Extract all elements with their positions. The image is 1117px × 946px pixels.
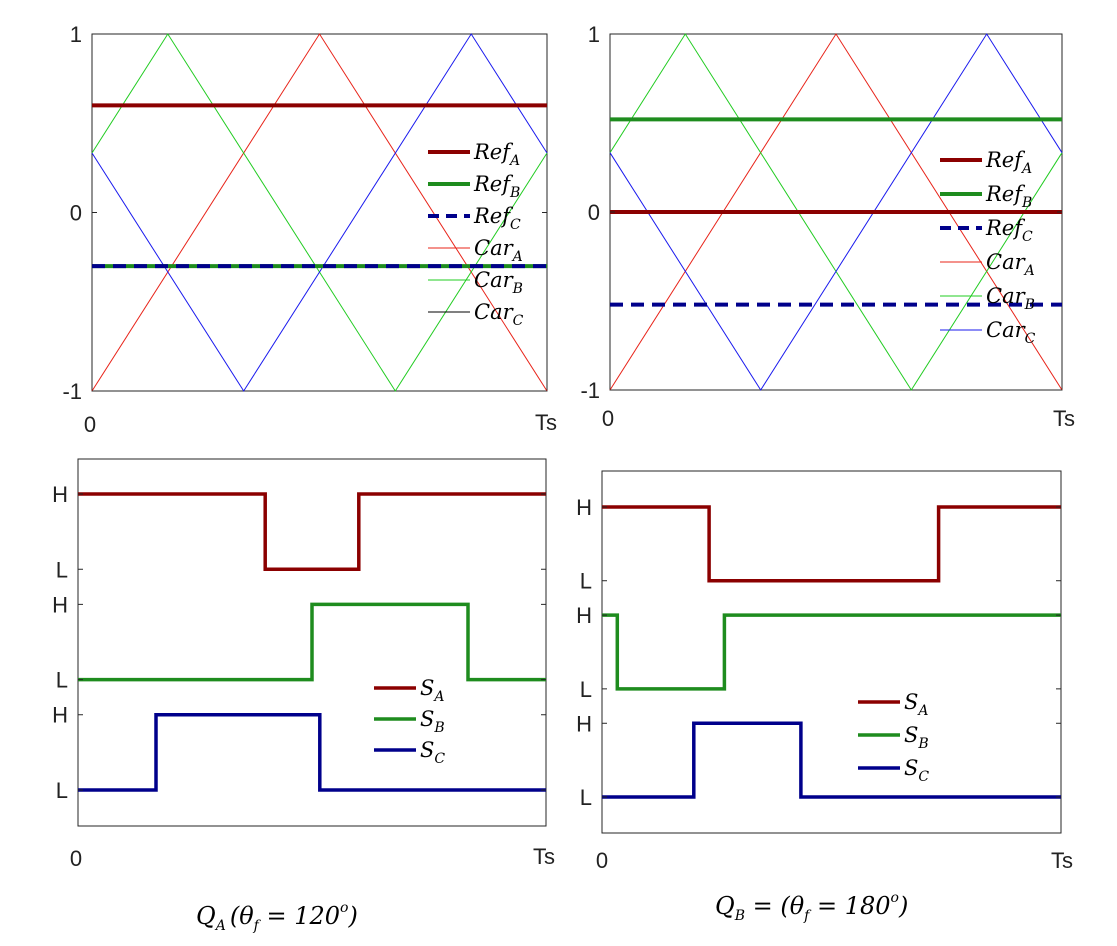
legend-entry: RefB bbox=[473, 172, 520, 201]
series-line-s-c bbox=[78, 712, 546, 792]
series-line-s-b bbox=[602, 613, 1061, 691]
plot-marks bbox=[78, 492, 546, 792]
series-line-s-a bbox=[602, 505, 1061, 583]
y-tick-label: H bbox=[52, 703, 68, 728]
plot-marks bbox=[91, 33, 548, 392]
legend-entry: CarC bbox=[986, 318, 1036, 347]
legend: RefA RefB RefC CarA CarB CarC bbox=[940, 148, 1036, 347]
y-tick-label: L bbox=[56, 668, 68, 693]
legend-entry: SB bbox=[904, 723, 929, 752]
y-tick-label: H bbox=[576, 711, 592, 736]
legend-entry: RefA bbox=[473, 140, 520, 169]
legend-entry: RefC bbox=[985, 216, 1033, 245]
y-tick-label: 0 bbox=[588, 200, 600, 225]
y-tick-label: L bbox=[580, 569, 592, 594]
x-tick-label: 0 bbox=[596, 848, 608, 873]
plot-marks bbox=[602, 505, 1061, 799]
y-tick-label: L bbox=[580, 785, 592, 810]
y-tick-label: 0 bbox=[70, 201, 82, 226]
y-tick-label: 1 bbox=[588, 22, 600, 47]
legend-entry: SC bbox=[420, 738, 445, 767]
x-tick-label: 0 bbox=[84, 412, 96, 437]
x-tick-label: Ts bbox=[1053, 406, 1075, 431]
plot-frame bbox=[601, 470, 1062, 834]
plot-marks bbox=[609, 33, 1063, 391]
x-tick-label: Ts bbox=[535, 410, 557, 435]
legend-entry: SA bbox=[904, 690, 929, 719]
legend-entry: RefC bbox=[473, 204, 521, 233]
x-tick-label: 0 bbox=[70, 846, 82, 871]
series-line-s-a bbox=[78, 492, 546, 572]
plot-frame bbox=[91, 33, 548, 392]
y-tick-label: H bbox=[576, 495, 592, 520]
y-tick-label: H bbox=[576, 603, 592, 628]
series-line-car-b bbox=[91, 33, 548, 392]
legend-entry: SA bbox=[420, 676, 445, 705]
legend-entry: CarB bbox=[986, 284, 1035, 313]
y-tick-label: L bbox=[56, 557, 68, 582]
legend-entry: CarC bbox=[474, 300, 524, 329]
y-tick-label: H bbox=[52, 482, 68, 507]
y-tick-label: -1 bbox=[62, 379, 82, 404]
legend: RefA RefB RefC CarA CarB CarC bbox=[428, 140, 524, 329]
legend-entry: CarA bbox=[986, 250, 1035, 279]
legend: SA SB SC bbox=[858, 690, 929, 785]
x-tick-label: 0 bbox=[602, 406, 614, 431]
y-tick-label: -1 bbox=[580, 378, 600, 403]
y-tick-label: L bbox=[580, 677, 592, 702]
x-tick-label: Ts bbox=[1051, 848, 1073, 873]
legend-entry: CarB bbox=[474, 268, 523, 297]
legend-entry: SB bbox=[420, 707, 445, 736]
legend-entry: RefB bbox=[985, 182, 1032, 211]
series-line-s-b bbox=[78, 602, 546, 682]
caption-right: QB = (θf = 180o) bbox=[715, 890, 908, 924]
series-line-s-c bbox=[602, 721, 1061, 799]
y-tick-label: L bbox=[56, 778, 68, 803]
caption-left: QA (θf = 120o) bbox=[196, 900, 358, 934]
y-tick-label: 1 bbox=[70, 22, 82, 47]
y-tick-label: H bbox=[52, 592, 68, 617]
legend-entry: CarA bbox=[474, 236, 523, 265]
legend-entry: RefA bbox=[985, 148, 1032, 177]
legend-entry: SC bbox=[904, 756, 929, 785]
x-tick-label: Ts bbox=[533, 844, 555, 869]
series-line-car-c bbox=[91, 33, 548, 392]
